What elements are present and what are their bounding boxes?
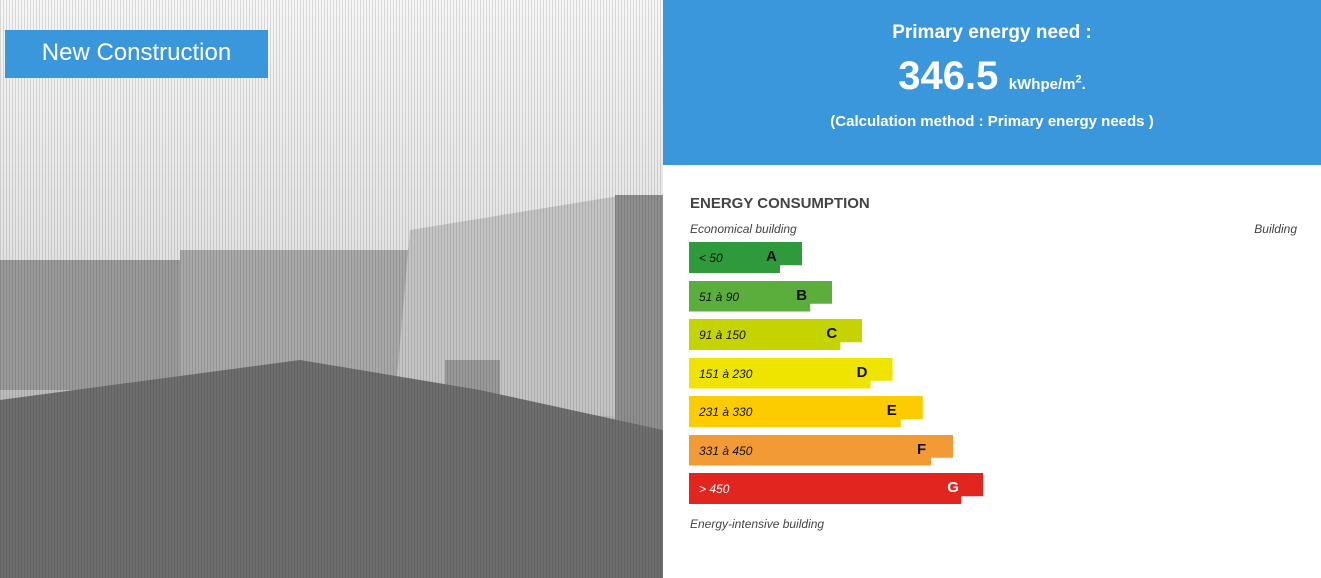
header-unit-end: .	[1082, 76, 1086, 93]
class-letter: E	[887, 402, 897, 419]
class-letter: A	[766, 248, 777, 265]
class-letter: B	[796, 287, 807, 304]
top-right-label: Building	[1254, 222, 1297, 236]
class-range: 231 à 330	[699, 405, 752, 419]
class-range: 91 à 150	[699, 328, 746, 342]
header-method: (Calculation method : Primary energy nee…	[663, 113, 1321, 130]
photo	[0, 0, 663, 578]
class-range: 151 à 230	[699, 367, 752, 381]
header-title: Primary energy need :	[663, 22, 1321, 44]
class-letter: F	[917, 441, 926, 458]
energy-class-bar: 331 à 450 F	[689, 435, 953, 466]
class-range: < 50	[699, 251, 723, 265]
class-range: > 450	[699, 482, 729, 496]
class-range: 331 à 450	[699, 444, 752, 458]
badge: New Construction	[5, 30, 268, 78]
top-left-label: Economical building	[690, 222, 797, 236]
energy-class-bar: 91 à 150 C	[689, 319, 862, 350]
class-range: 51 à 90	[699, 290, 739, 304]
energy-header: Primary energy need : 346.5 kWhpe/m2. (C…	[663, 0, 1321, 165]
energy-class-bar: 151 à 230 D	[689, 358, 893, 389]
class-letter: C	[826, 325, 837, 342]
class-letter: D	[857, 364, 868, 381]
page: New Construction Primary energy need : 3…	[0, 0, 1321, 578]
class-letter: G	[947, 479, 959, 496]
energy-class-bar: 51 à 90 B	[689, 281, 832, 312]
energy-title: ENERGY CONSUMPTION	[690, 195, 870, 212]
energy-class-bar: 231 à 330 E	[689, 396, 923, 427]
energy-class-bar: > 450 G	[689, 473, 983, 504]
energy-class-bar: < 50 A	[689, 242, 802, 273]
bottom-label: Energy-intensive building	[690, 517, 824, 531]
header-unit: kWhpe/m	[1009, 76, 1076, 93]
header-value: 346.5	[898, 54, 998, 98]
